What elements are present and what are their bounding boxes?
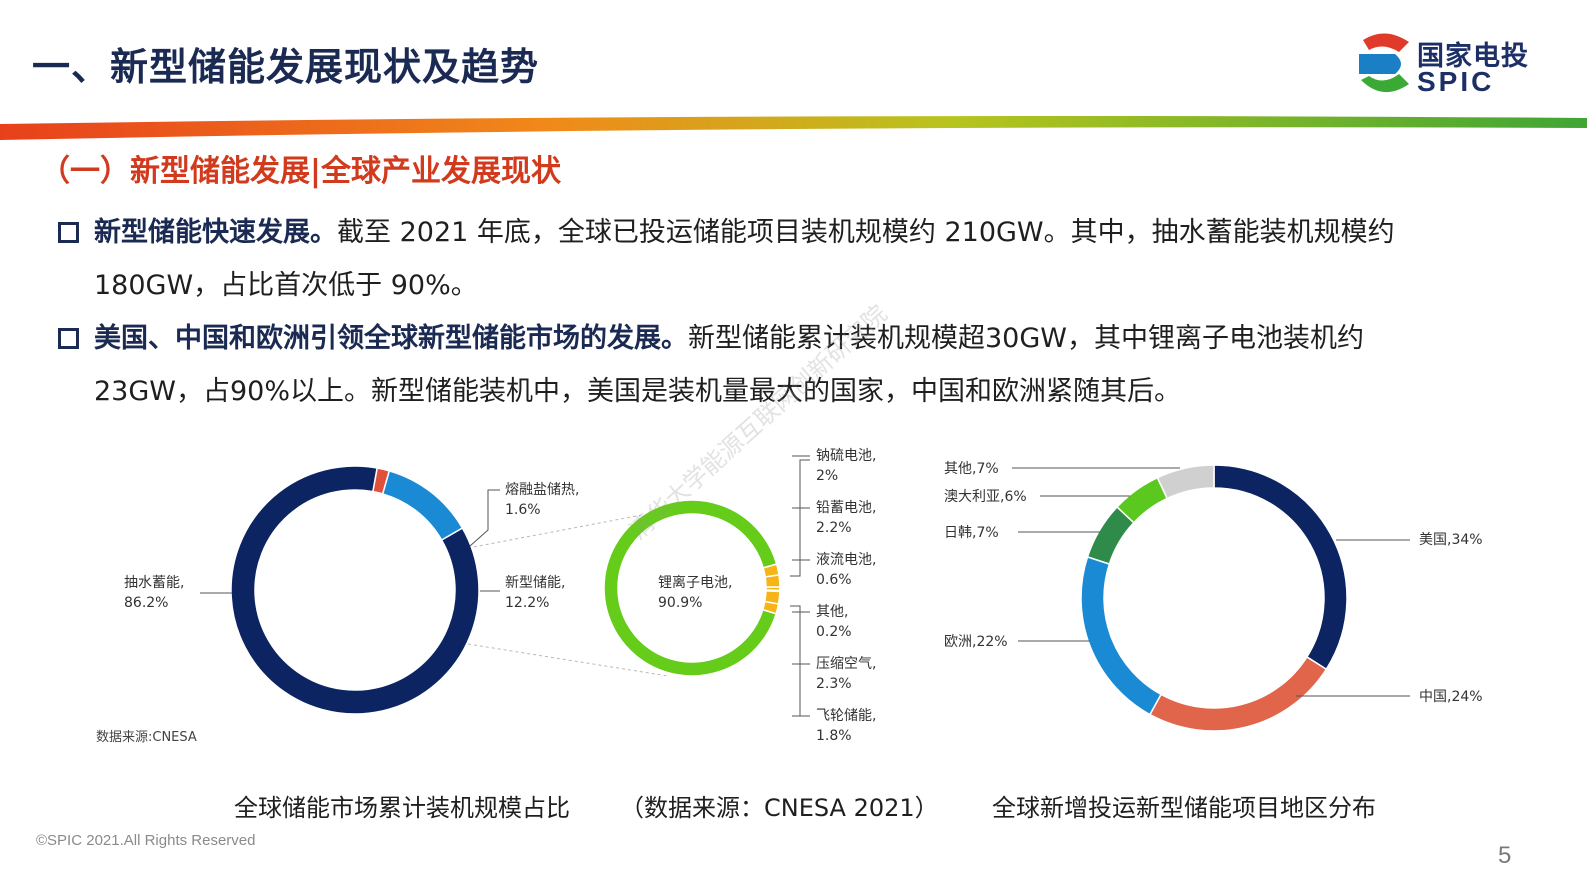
chart3-label-1: 中国,24%	[1419, 689, 1483, 705]
caption-middle: （数据来源：CNESA 2021）	[620, 794, 939, 822]
connector-line-bottom	[467, 643, 669, 677]
chart1-label-name-2: 新型储能,	[505, 575, 565, 591]
chart2-label-value-5: 2.3%	[816, 676, 852, 692]
bullet-1: 新型储能快速发展。截至 2021 年底，全球已投运储能项目装机规模约 210GW…	[58, 206, 1478, 312]
caption-left: 全球储能市场累计装机规模占比	[234, 794, 570, 822]
chart2-label-name-4: 其他,	[816, 604, 848, 620]
chart2-label-value-0: 90.9%	[658, 595, 702, 611]
bullet-1-bold: 新型储能快速发展。	[94, 217, 337, 248]
caption-right: 全球新增投运新型储能项目地区分布	[992, 794, 1376, 822]
charts-svg: 抽水蓄能, 86.2% 熔融盐储热, 1.6% 新型储能, 12.2% 锂离子电池, 90.9…	[96, 448, 1483, 745]
chart2-label-name-5: 压缩空气,	[816, 656, 876, 672]
chart3-label-5: 其他,7%	[944, 461, 999, 477]
bullet-1-text: 截至 2021 年底，全球已投运储能项目装机规模约 210GW。其中，抽水蓄能装…	[94, 217, 1395, 301]
donut-chart-regions	[1080, 464, 1348, 732]
chart3-label-3: 日韩,7%	[944, 525, 999, 541]
chart2-label-value-2: 2.2%	[816, 520, 852, 536]
connector-line-top	[467, 509, 669, 549]
chart3-label-4: 澳大利亚,6%	[944, 489, 1027, 505]
chart-labels: 抽水蓄能, 86.2% 熔融盐储热, 1.6% 新型储能, 12.2% 锂离子电池, 90.9…	[124, 448, 1483, 744]
page-title: 一、新型储能发展现状及趋势	[32, 45, 540, 89]
chart1-label-value-0: 86.2%	[124, 595, 168, 611]
chart3-label-2: 欧洲,22%	[944, 634, 1008, 650]
chart1-label-value-1: 1.6%	[505, 502, 541, 518]
chart2-slice-6	[761, 600, 780, 615]
chart1-label-value-2: 12.2%	[505, 595, 549, 611]
chart2-label-name-3: 液流电池,	[816, 552, 876, 568]
chart1-label-name-0: 抽水蓄能,	[124, 575, 184, 591]
chart2-label-value-6: 1.8%	[816, 728, 852, 744]
header-gradient-bar	[0, 116, 1587, 140]
donut-chart-new-storage	[603, 499, 781, 677]
bullet-2-text: 新型储能累计装机规模超30GW，其中锂离子电池装机约 23GW，占90%以上。新…	[94, 323, 1364, 407]
chart3-label-0: 美国,34%	[1419, 532, 1483, 548]
chart2-label-name-1: 钠硫电池,	[816, 448, 876, 464]
chart3-slice-5	[1156, 464, 1215, 500]
chart1-slice-2	[381, 469, 464, 542]
logo-text-en: SPIC	[1417, 66, 1495, 97]
chart3-slice-2	[1080, 555, 1163, 716]
chart1-slice-0	[230, 465, 480, 715]
chart2-bracket-top	[790, 459, 810, 577]
spic-logo: 国家电投 SPIC	[1355, 30, 1555, 102]
bullet-square-icon	[58, 328, 79, 349]
logo-text-cn: 国家电投	[1417, 41, 1529, 72]
chart1-leader-1	[469, 489, 500, 547]
chart2-label-name-6: 飞轮储能,	[816, 708, 876, 724]
chart2-label-value-3: 0.6%	[816, 572, 852, 588]
copyright-footer: ©SPIC 2021.All Rights Reserved	[36, 832, 256, 849]
chart2-slice-2	[764, 574, 781, 588]
chart-source-note: 数据来源:CNESA	[96, 730, 197, 745]
chart1-label-name-1: 熔融盐储热,	[505, 482, 579, 498]
page-number: 5	[1498, 842, 1512, 869]
chart2-slice-0	[603, 499, 778, 677]
bullet-square-icon	[58, 222, 79, 243]
bullet-2-bold: 美国、中国和欧洲引领全球新型储能市场的发展。	[94, 323, 688, 354]
spic-logo-icon	[1359, 33, 1409, 93]
chart3-slice-1	[1148, 655, 1328, 732]
chart2-label-name-2: 铅蓄电池,	[816, 500, 876, 516]
chart2-label-name-0: 锂离子电池,	[658, 574, 732, 591]
bullet-2: 美国、中国和欧洲引领全球新型储能市场的发展。新型储能累计装机规模超30GW，其中…	[58, 312, 1478, 418]
chart2-label-value-1: 2%	[816, 468, 838, 484]
section-subtitle: （一）新型储能发展|全球产业发展现状	[40, 154, 561, 189]
chart2-bracket-bottom	[790, 605, 810, 717]
chart2-label-value-4: 0.2%	[816, 624, 852, 640]
donut-chart-global	[230, 465, 480, 715]
chart3-slice-0	[1213, 464, 1348, 671]
